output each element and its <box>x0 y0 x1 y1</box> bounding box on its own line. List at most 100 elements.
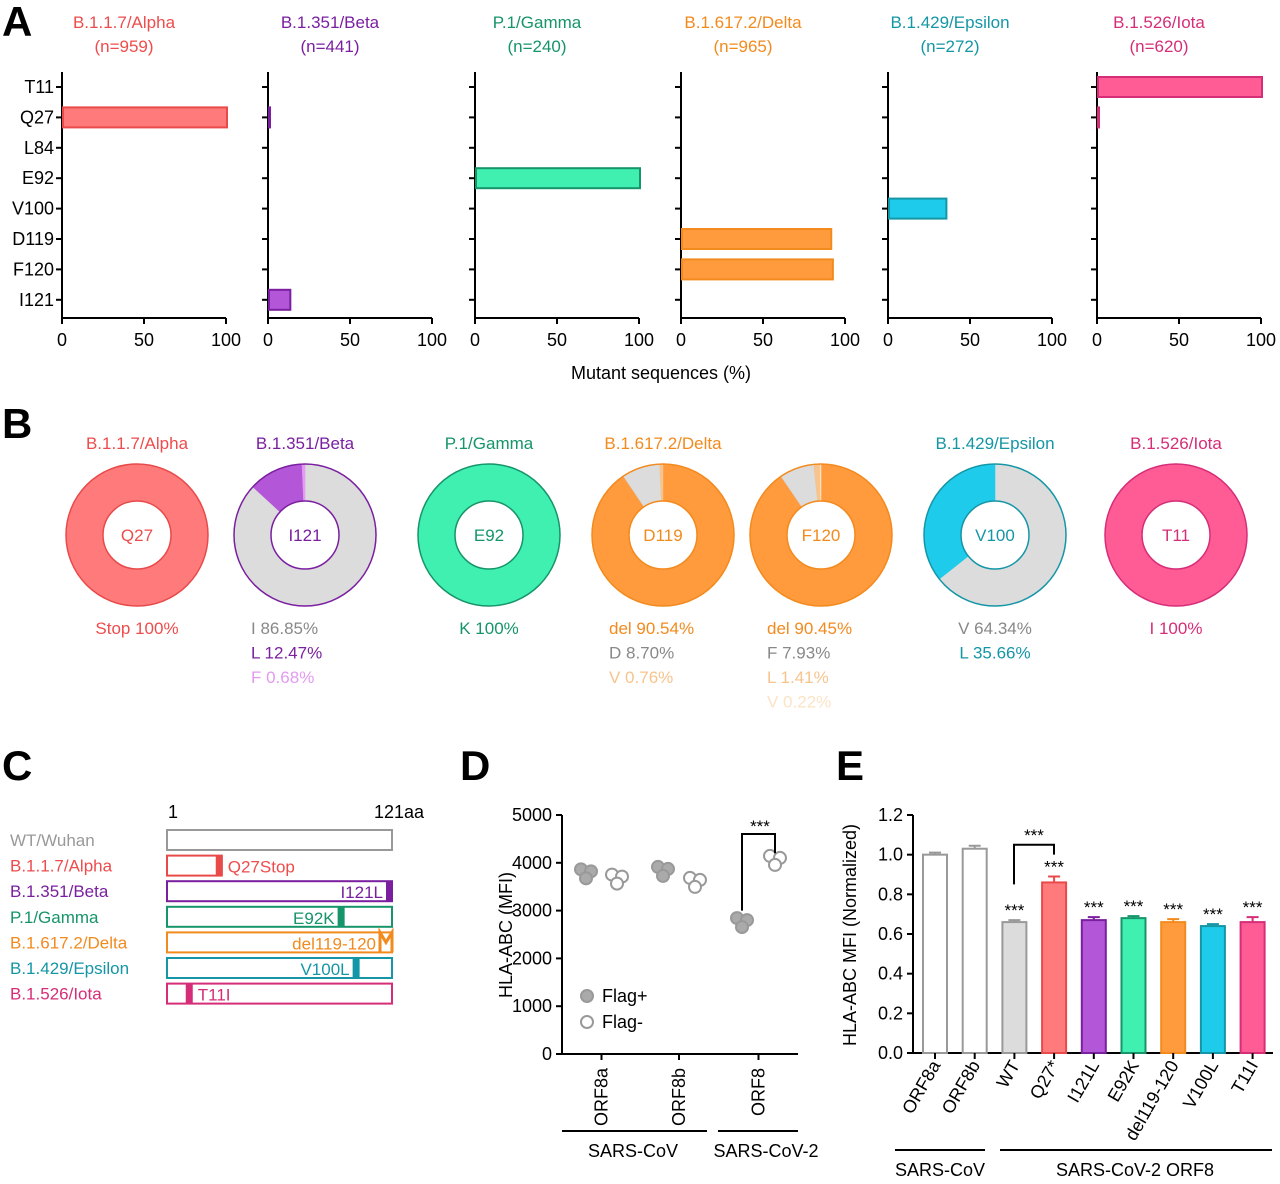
x-tick-label: I121L <box>1063 1057 1103 1106</box>
donut-outline <box>233 463 377 607</box>
panel-a-n: (n=441) <box>300 37 359 56</box>
donut-outline <box>65 463 209 607</box>
bar-V100 <box>888 197 948 220</box>
donut-center-label: E92 <box>474 526 504 545</box>
donut-value-label: del 90.54% <box>609 619 694 638</box>
donut-center-label: D119 <box>643 526 682 545</box>
y-tick-label: 1.2 <box>878 805 903 825</box>
donut-value-label: V 0.22% <box>767 693 831 712</box>
donut-hole <box>786 500 856 570</box>
bar-ORF8a <box>922 853 948 1055</box>
donut-title: B.1.617.2/Delta <box>604 434 722 453</box>
donut-title: B.1.429/Epsilon <box>935 434 1054 453</box>
bar-T11I <box>1239 921 1266 1054</box>
legend-label: Flag+ <box>602 986 648 1006</box>
y-tick-label: E92 <box>22 168 54 188</box>
panel-a-title: B.1.1.7/Alpha <box>73 13 176 32</box>
y-tick-label: F120 <box>13 259 54 279</box>
panel-a-n: (n=272) <box>920 37 979 56</box>
group-label: SARS-CoV <box>895 1160 985 1180</box>
panel-a-title: B.1.617.2/Delta <box>684 13 802 32</box>
donut-outline <box>417 463 561 607</box>
mutation-label: E92K <box>293 909 335 928</box>
donut-value-label: Stop 100% <box>95 619 178 638</box>
y-tick-label: 4000 <box>512 853 552 873</box>
panel-label-d: D <box>460 742 490 789</box>
deletion-mark <box>378 926 394 953</box>
donut-outline <box>749 463 893 607</box>
x-tick-label: 100 <box>624 330 654 350</box>
y-tick-label: 0.2 <box>878 1003 903 1023</box>
orf8-bar <box>166 854 223 877</box>
variant-label: B.1.526/Iota <box>10 985 102 1004</box>
y-tick-label: 1000 <box>512 996 552 1016</box>
x-tick-label: Q27* <box>1026 1057 1064 1103</box>
donut-center-label: Q27 <box>121 526 153 545</box>
donut-value-label: L 1.41% <box>767 668 829 687</box>
bar-E92 <box>475 167 641 190</box>
error-bar <box>1048 875 1061 883</box>
x-tick-label: 0 <box>676 330 686 350</box>
panel-label-e: E <box>836 742 864 789</box>
y-tick-label: 5000 <box>512 805 552 825</box>
y-tick-label: I121 <box>19 290 54 310</box>
x-axis-label: Mutant sequences (%) <box>571 363 751 383</box>
x-tick-label: 100 <box>417 330 447 350</box>
bar-del119-120 <box>1160 921 1187 1054</box>
mutation-label: del119-120 <box>292 934 376 953</box>
x-tick-label: ORF8b <box>669 1068 689 1126</box>
donut-value-label: K 100% <box>459 619 519 638</box>
end-label: 121aa <box>374 802 425 822</box>
x-tick-label: 0 <box>1092 330 1102 350</box>
x-tick-label: T11I <box>1227 1057 1262 1097</box>
y-tick-label: L84 <box>24 138 54 158</box>
significance-label: *** <box>1084 898 1104 917</box>
panel-a-title: P.1/Gamma <box>493 13 582 32</box>
bar-Q27 <box>1097 106 1100 129</box>
significance-bracket <box>741 833 776 911</box>
error-bar <box>1206 923 1219 927</box>
x-tick-label: 100 <box>1246 330 1276 350</box>
donut-hole <box>270 500 340 570</box>
donut-value-label: F 7.93% <box>767 644 830 663</box>
x-tick-label: 50 <box>960 330 980 350</box>
donut-slice-I <box>1105 464 1247 606</box>
y-tick-label: 0 <box>542 1044 552 1064</box>
bar-F120 <box>681 258 834 281</box>
y-tick-label: V100 <box>12 199 54 219</box>
donut-hole <box>628 500 698 570</box>
variant-label: B.1.351/Beta <box>10 882 109 901</box>
x-tick-label: V100L <box>1179 1057 1222 1112</box>
bracket-label: *** <box>1024 826 1044 845</box>
group-label: SARS-CoV <box>588 1141 678 1161</box>
donut-hole <box>454 500 524 570</box>
donut-center-label: F120 <box>802 526 841 545</box>
x-tick-label: 50 <box>134 330 154 350</box>
panel-a-n: (n=959) <box>94 37 153 56</box>
donut-title: B.1.1.7/Alpha <box>86 434 189 453</box>
significance-label: *** <box>1163 900 1183 919</box>
donut-title: B.1.526/Iota <box>1130 434 1222 453</box>
orf8-bar <box>166 957 393 979</box>
x-tick-label: ORF8a <box>592 1067 612 1126</box>
group-label: SARS-CoV-2 <box>713 1141 818 1161</box>
error-bar <box>1127 915 1140 919</box>
x-tick-label: 100 <box>1037 330 1067 350</box>
x-tick-label: 100 <box>830 330 860 350</box>
donut-slice-Stop <box>66 464 208 606</box>
x-tick-label: 50 <box>1169 330 1189 350</box>
donut-value-label: L 35.66% <box>959 644 1030 663</box>
variant-label: B.1.617.2/Delta <box>10 933 128 952</box>
bar-I121 <box>268 288 292 311</box>
bar-WT <box>1001 921 1028 1054</box>
mutation-mark <box>215 855 223 876</box>
donut-slice-K <box>418 464 560 606</box>
panel-a-n: (n=965) <box>713 37 772 56</box>
x-tick-label: 50 <box>547 330 567 350</box>
donut-center-label: T11 <box>1162 526 1190 545</box>
point-Flag- <box>688 879 702 894</box>
significance-label: *** <box>1203 905 1223 924</box>
panel-a-mutant-bars: B.1.1.7/Alpha (n=959) T11 Q27 L84 E92 V100 D119… <box>12 13 1276 383</box>
donut-value-label: V 0.76% <box>609 668 673 687</box>
